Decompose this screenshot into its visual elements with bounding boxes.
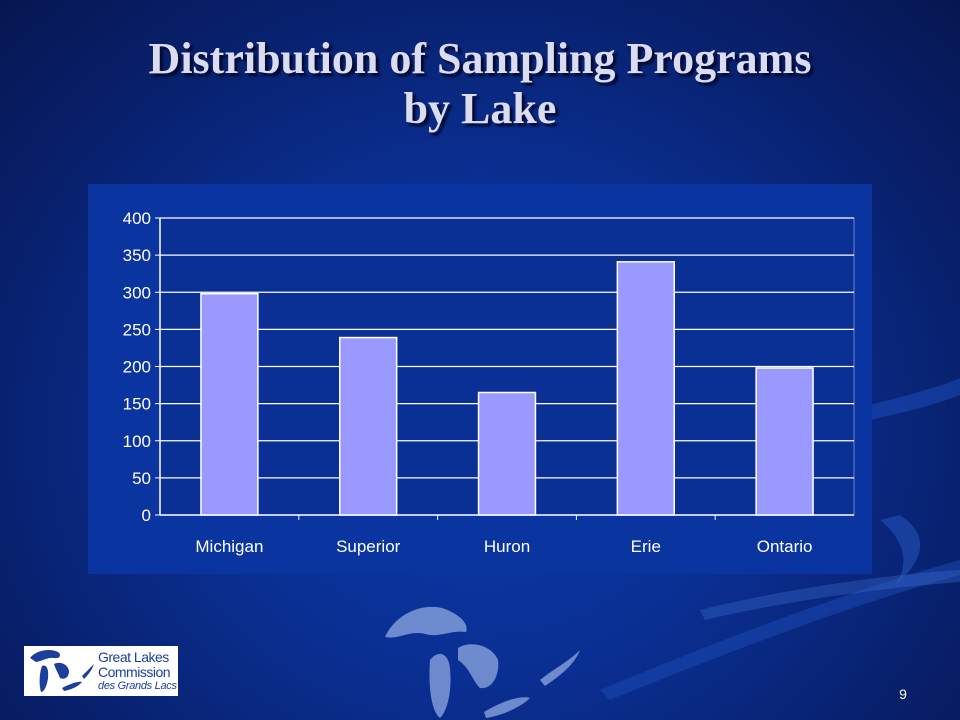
y-tick-label: 350: [123, 246, 151, 265]
y-tick-label: 200: [123, 358, 151, 377]
y-tick-label: 250: [123, 320, 151, 339]
bar-huron: [477, 391, 537, 516]
slide-title-line1: Distribution of Sampling Programs: [148, 34, 812, 83]
page-number: 9: [899, 686, 907, 702]
bar-michigan: [200, 292, 259, 516]
slide-title: Distribution of Sampling Programs by Lak…: [40, 34, 920, 134]
x-tick-label: Huron: [484, 537, 530, 556]
logo-text: Great Lakes Commission des Grands Lacs: [98, 650, 177, 693]
bar-chart: 0 50 100 150 200 250 300 350 400 Michigan Superior…: [123, 209, 855, 556]
swoosh-shape: [700, 570, 960, 620]
logo-line1: Great Lakes: [98, 649, 169, 665]
chart-area: 0 50 100 150 200 250 300 350 400 Michigan Superior…: [88, 184, 872, 574]
great-lakes-logo-icon: [30, 650, 94, 692]
y-tick-label: 400: [123, 209, 151, 228]
x-tick-label: Erie: [631, 537, 661, 556]
slide-title-line2: by Lake: [403, 84, 557, 133]
logo-line3: des Grands Lacs: [98, 680, 177, 692]
bar-ontario: [755, 367, 814, 516]
y-tick-label: 100: [123, 432, 151, 451]
swoosh-shape: [870, 378, 960, 420]
swoosh-shape: [880, 515, 921, 585]
great-lakes-commission-logo: Great Lakes Commission des Grands Lacs: [24, 646, 178, 696]
x-tick-label: Superior: [336, 537, 401, 556]
logo-line2: Commission: [98, 664, 171, 680]
great-lakes-map-icon: [385, 606, 580, 718]
y-tick-label: 300: [123, 283, 151, 302]
bar-superior: [338, 336, 398, 516]
y-tick-label: 150: [123, 395, 151, 414]
x-tick-label: Ontario: [757, 537, 813, 556]
y-tick-label: 50: [132, 469, 151, 488]
x-tick-label: Michigan: [195, 537, 263, 556]
bar-erie: [616, 261, 676, 516]
swoosh-shape: [600, 560, 960, 700]
y-tick-label: 0: [142, 506, 151, 525]
